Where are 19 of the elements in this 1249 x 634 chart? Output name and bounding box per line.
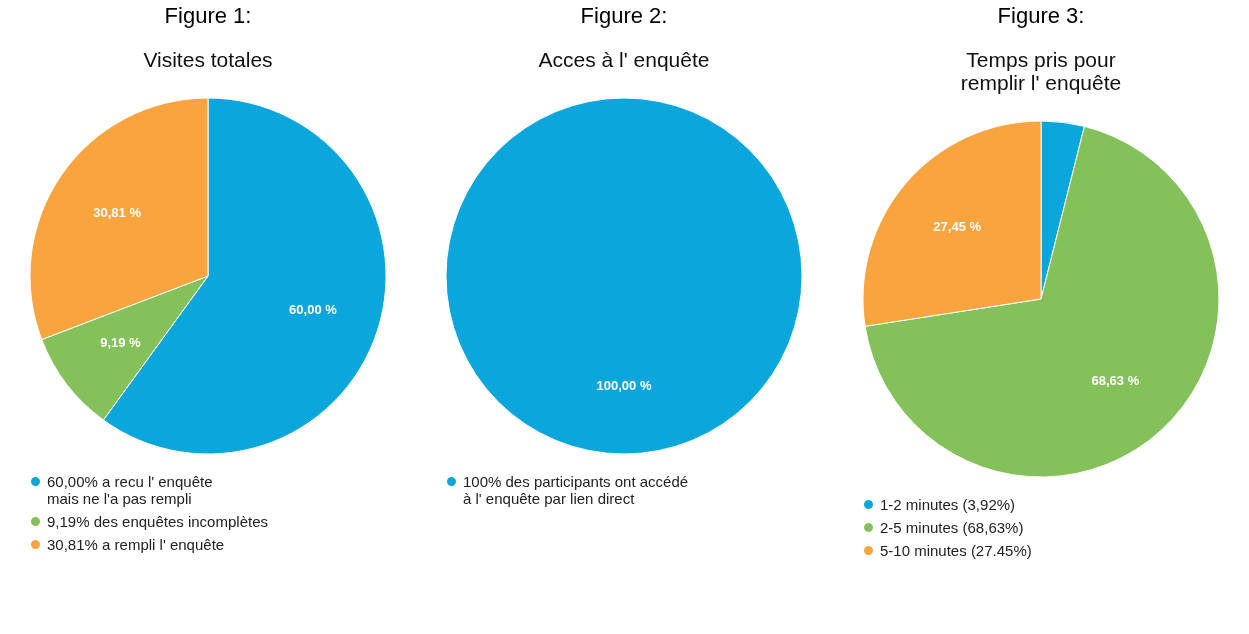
legend-label: 30,81% a rempli l' enquête — [47, 535, 225, 553]
data-label: 68,63 % — [1091, 372, 1140, 388]
chart-subtitle: Acces à l' enquête — [539, 48, 710, 71]
data-label: 60,00 % — [289, 302, 338, 318]
chart-title: Figure 2: — [581, 3, 668, 28]
chart-title: Figure 1: — [164, 3, 252, 28]
legend-label: 1-2 minutes (3,92%) — [879, 495, 1015, 513]
legend-label: 5-10 minutes (27.45%) — [879, 541, 1032, 559]
legend-label: 60,00% a recu l' enquête mais ne l'a pas rempli — [47, 472, 213, 507]
data-label: 9,19 % — [100, 335, 142, 351]
chart-subtitle: Temps pris pour remplir l' enquête — [960, 48, 1122, 94]
legend-label: 100% des participants ont accédé à l' enquête par lien direct — [463, 472, 689, 507]
chart-title: Figure 3: — [997, 3, 1085, 28]
legend-label: 2-5 minutes (68,63%) — [879, 518, 1024, 536]
data-label: 30,81 % — [93, 205, 142, 221]
data-label: 100,00 % — [597, 378, 653, 394]
legend-label: 9,19% des enquêtes incomplètes — [47, 512, 269, 530]
data-label: 27,45 % — [933, 219, 982, 235]
chart-subtitle: Visites totales — [143, 48, 273, 71]
